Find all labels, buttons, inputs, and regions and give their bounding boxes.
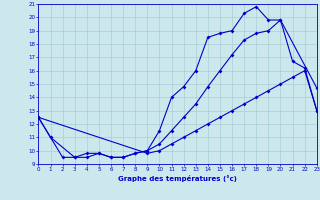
X-axis label: Graphe des températures (°c): Graphe des températures (°c) [118,175,237,182]
